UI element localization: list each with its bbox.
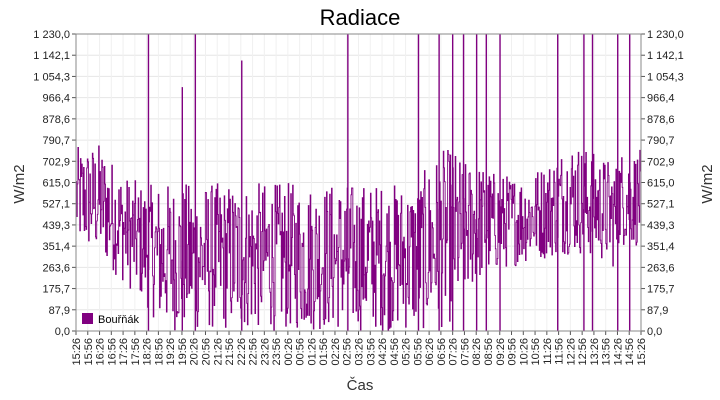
y-tick-label: 175,7 xyxy=(42,284,70,296)
x-tick-label: 15:56 xyxy=(83,338,95,366)
legend-swatch xyxy=(82,313,93,324)
x-tick-label: 02:56 xyxy=(342,338,354,366)
x-tick-label: 14:56 xyxy=(624,338,636,366)
x-tick-label: 03:56 xyxy=(365,338,377,366)
y-tick-label: 966,4 xyxy=(42,93,70,105)
x-tick-label: 16:26 xyxy=(95,338,107,366)
y-tick-label: 351,4 xyxy=(42,241,70,253)
legend-label: Bouřňák xyxy=(98,314,139,326)
y-tick-label: 0,0 xyxy=(55,326,70,338)
plot-frame xyxy=(75,33,642,332)
y2-tick-label: 615,0 xyxy=(647,178,675,190)
x-tick-label: 13:26 xyxy=(589,338,601,366)
x-tick-label: 20:26 xyxy=(189,338,201,366)
x-tick-label: 05:26 xyxy=(401,338,413,366)
y-axis-title-right: W/m2 xyxy=(699,164,716,203)
x-tick-label: 07:56 xyxy=(459,338,471,366)
x-axis-ticks: 15:26 15:56 16:26 16:56 17:26 17:56 18:26 18:56… xyxy=(71,331,648,366)
x-tick-label: 12:26 xyxy=(565,338,577,366)
y-tick-label: 615,0 xyxy=(42,178,70,190)
x-tick-label: 10:26 xyxy=(518,338,530,366)
y-tick-label: 790,7 xyxy=(42,135,70,147)
x-tick-label: 21:26 xyxy=(212,338,224,366)
y2-tick-label: 1 142,1 xyxy=(647,50,684,62)
x-tick-label: 00:26 xyxy=(283,338,295,366)
x-tick-label: 03:26 xyxy=(354,338,366,366)
x-tick-label: 04:56 xyxy=(389,338,401,366)
x-tick-label: 14:26 xyxy=(612,338,624,366)
x-tick-label: 19:26 xyxy=(165,338,177,366)
x-tick-label: 23:26 xyxy=(259,338,271,366)
y-tick-label: 702,9 xyxy=(42,156,70,168)
y-axis-title: W/m2 xyxy=(11,164,28,203)
legend: Bouřňák xyxy=(82,313,139,326)
y-tick-label: 87,9 xyxy=(49,305,70,317)
x-tick-label: 05:56 xyxy=(412,338,424,366)
x-tick-label: 11:26 xyxy=(542,338,554,365)
x-tick-label: 01:56 xyxy=(318,338,330,366)
y2-axis-ticks: 0,0 87,9 175,7 263,6 351,4 439,3 527,1 615,0 702… xyxy=(641,29,684,338)
chart-title: Radiace xyxy=(320,5,401,30)
x-tick-label: 15:26 xyxy=(636,338,648,366)
y2-tick-label: 790,7 xyxy=(647,135,675,147)
y2-tick-label: 0,0 xyxy=(647,326,662,338)
x-tick-label: 22:56 xyxy=(248,338,260,366)
x-tick-label: 12:56 xyxy=(577,338,589,366)
y-tick-label: 1 142,1 xyxy=(33,50,70,62)
x-tick-label: 21:56 xyxy=(224,338,236,366)
y-tick-label: 263,6 xyxy=(42,262,70,274)
x-tick-label: 01:26 xyxy=(306,338,318,366)
y2-tick-label: 263,6 xyxy=(647,262,675,274)
y-axis-ticks: 0,0 87,9 175,7 263,6 351,4 439,3 527,1 615,0 702… xyxy=(33,29,76,338)
x-tick-label: 10:56 xyxy=(530,338,542,366)
x-tick-label: 20:56 xyxy=(200,338,212,366)
x-tick-label: 18:26 xyxy=(142,338,154,366)
y2-tick-label: 351,4 xyxy=(647,241,675,253)
x-tick-label: 09:56 xyxy=(507,338,519,366)
series-line-bournak xyxy=(76,145,642,331)
grid-lines xyxy=(75,33,642,332)
series-bournak xyxy=(76,34,642,331)
x-tick-label: 22:26 xyxy=(236,338,248,366)
x-tick-label: 08:56 xyxy=(483,338,495,366)
x-tick-label: 06:26 xyxy=(424,338,436,366)
x-tick-label: 06:56 xyxy=(436,338,448,366)
y2-tick-label: 1 230,0 xyxy=(647,29,684,41)
y-tick-label: 878,6 xyxy=(42,114,70,126)
y2-tick-label: 527,1 xyxy=(647,199,675,211)
y2-tick-label: 87,9 xyxy=(647,305,668,317)
x-tick-label: 08:26 xyxy=(471,338,483,366)
x-tick-label: 15:26 xyxy=(71,338,83,366)
x-tick-label: 17:26 xyxy=(118,338,130,366)
y2-tick-label: 175,7 xyxy=(647,284,675,296)
y2-tick-label: 878,6 xyxy=(647,114,675,126)
x-tick-label: 07:26 xyxy=(448,338,460,366)
x-tick-label: 11:56 xyxy=(554,338,566,365)
y-tick-label: 527,1 xyxy=(42,199,70,211)
x-tick-label: 23:56 xyxy=(271,338,283,366)
x-tick-label: 04:26 xyxy=(377,338,389,366)
x-tick-label: 16:56 xyxy=(106,338,118,366)
y-tick-label: 439,3 xyxy=(42,220,70,232)
x-tick-label: 02:26 xyxy=(330,338,342,366)
y-tick-label: 1 230,0 xyxy=(33,29,70,41)
x-tick-label: 00:56 xyxy=(295,338,307,366)
x-tick-label: 19:56 xyxy=(177,338,189,366)
y2-tick-label: 966,4 xyxy=(647,93,675,105)
y2-tick-label: 439,3 xyxy=(647,220,675,232)
y-tick-label: 1 054,3 xyxy=(33,71,70,83)
y2-tick-label: 1 054,3 xyxy=(647,71,684,83)
x-tick-label: 09:26 xyxy=(495,338,507,366)
x-tick-label: 18:56 xyxy=(153,338,165,366)
x-tick-label: 13:56 xyxy=(601,338,613,366)
y2-tick-label: 702,9 xyxy=(647,156,675,168)
x-tick-label: 17:56 xyxy=(130,338,142,366)
x-axis-title: Čas xyxy=(347,377,374,394)
